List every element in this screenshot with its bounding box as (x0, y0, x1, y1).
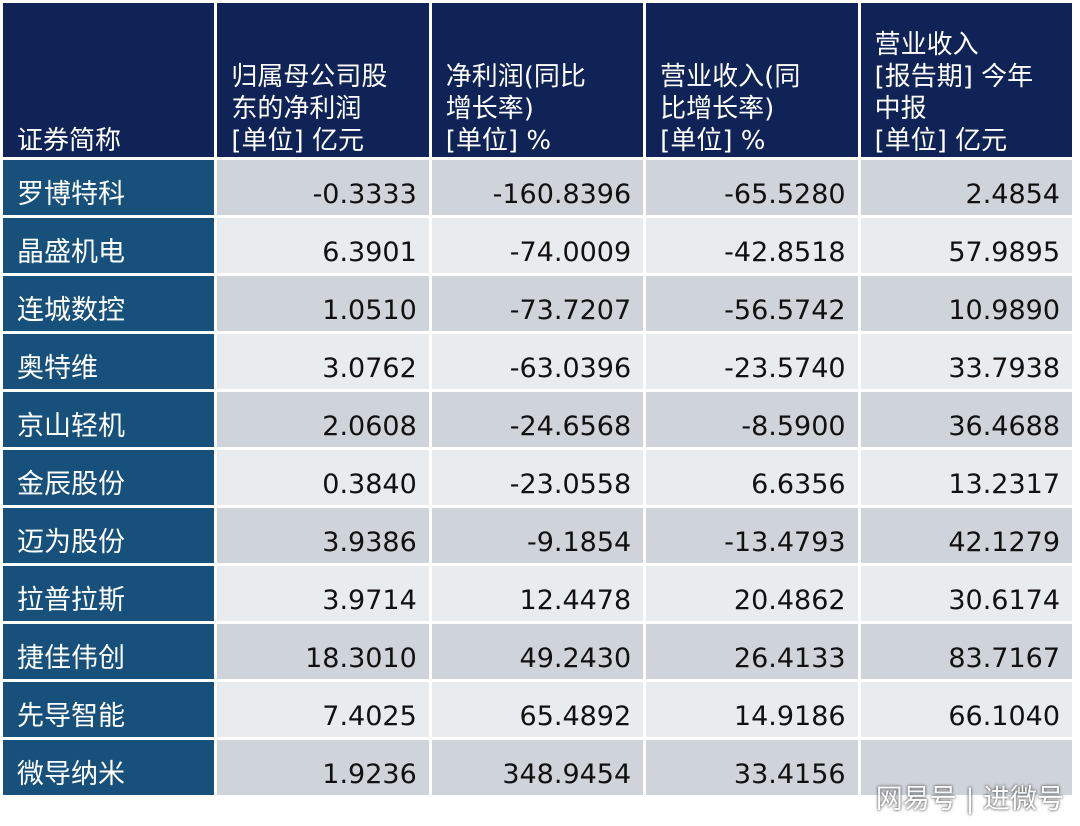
header-revenue: 营业收入 [报告期] 今年 中报 [单位] 亿元 (860, 3, 1072, 157)
value-cell: -0.3333 (217, 160, 429, 215)
value-cell: 83.7167 (860, 624, 1072, 679)
value-cell: -74.0009 (431, 218, 644, 273)
table-row: 京山轻机 2.0608 -24.6568 -8.5900 36.4688 (3, 392, 1072, 447)
value-cell: 6.6356 (646, 450, 858, 505)
value-cell: -24.6568 (431, 392, 644, 447)
value-cell: 3.0762 (217, 334, 429, 389)
value-cell: 10.9890 (860, 276, 1072, 331)
value-cell (860, 740, 1072, 795)
value-cell: 1.9236 (217, 740, 429, 795)
header-unit: [单位] 亿元 (231, 126, 364, 156)
header-security-name: 证券简称 (3, 3, 215, 157)
security-name-cell: 晶盛机电 (3, 218, 215, 273)
value-cell: -42.8518 (646, 218, 858, 273)
value-cell: 20.4862 (646, 566, 858, 621)
value-cell: -8.5900 (646, 392, 858, 447)
value-cell: 49.2430 (431, 624, 644, 679)
security-name-cell: 金辰股份 (3, 450, 215, 505)
security-name-cell: 迈为股份 (3, 508, 215, 563)
value-cell: -13.4793 (646, 508, 858, 563)
value-cell: 26.4133 (646, 624, 858, 679)
value-cell: -23.5740 (646, 334, 858, 389)
value-cell: 42.1279 (860, 508, 1072, 563)
value-cell: -9.1854 (431, 508, 644, 563)
value-cell: -160.8396 (431, 160, 644, 215)
value-cell: 14.9186 (646, 682, 858, 737)
security-name-cell: 捷佳伟创 (3, 624, 215, 679)
security-name-cell: 连城数控 (3, 276, 215, 331)
stock-data-table: 证券简称 归属母公司股 东的净利润 [单位] 亿元 净利润(同比 增长率) [单… (3, 3, 1072, 795)
header-title: 证券简称 (17, 126, 122, 156)
header-title: 营业收入(同 比增长率) (660, 62, 801, 124)
table-header-row: 证券简称 归属母公司股 东的净利润 [单位] 亿元 净利润(同比 增长率) [单… (3, 3, 1072, 157)
header-title: 归属母公司股 东的净利润 (231, 62, 388, 124)
value-cell: -23.0558 (431, 450, 644, 505)
value-cell: 33.7938 (860, 334, 1072, 389)
table-row: 晶盛机电 6.3901 -74.0009 -42.8518 57.9895 (3, 218, 1072, 273)
value-cell: 2.4854 (860, 160, 1072, 215)
value-cell: 7.4025 (217, 682, 429, 737)
table-row: 迈为股份 3.9386 -9.1854 -13.4793 42.1279 (3, 508, 1072, 563)
table-row: 奥特维 3.0762 -63.0396 -23.5740 33.7938 (3, 334, 1072, 389)
value-cell: 12.4478 (431, 566, 644, 621)
value-cell: -73.7207 (431, 276, 644, 331)
header-unit: [单位] % (660, 126, 766, 156)
table-row: 罗博特科 -0.3333 -160.8396 -65.5280 2.4854 (3, 160, 1072, 215)
watermark: 网易号 | 进微号 (875, 784, 1064, 815)
value-cell: 30.6174 (860, 566, 1072, 621)
value-cell: -65.5280 (646, 160, 858, 215)
table-row: 拉普拉斯 3.9714 12.4478 20.4862 30.6174 (3, 566, 1072, 621)
value-cell: 6.3901 (217, 218, 429, 273)
header-net-profit-growth: 净利润(同比 增长率) [单位] % (431, 3, 644, 157)
header-title: 净利润(同比 增长率) (445, 62, 586, 124)
value-cell: 3.9714 (217, 566, 429, 621)
header-revenue-growth: 营业收入(同 比增长率) [单位] % (646, 3, 858, 157)
value-cell: 18.3010 (217, 624, 429, 679)
table-row: 金辰股份 0.3840 -23.0558 6.6356 13.2317 (3, 450, 1072, 505)
value-cell: 0.3840 (217, 450, 429, 505)
security-name-cell: 罗博特科 (3, 160, 215, 215)
value-cell: 65.4892 (431, 682, 644, 737)
value-cell: 13.2317 (860, 450, 1072, 505)
value-cell: -63.0396 (431, 334, 644, 389)
header-unit: [单位] 亿元 (874, 126, 1008, 156)
header-unit: [单位] % (445, 126, 552, 156)
value-cell: 57.9895 (860, 218, 1072, 273)
table-row: 先导智能 7.4025 65.4892 14.9186 66.1040 (3, 682, 1072, 737)
header-net-profit-parent: 归属母公司股 东的净利润 [单位] 亿元 (217, 3, 429, 157)
security-name-cell: 奥特维 (3, 334, 215, 389)
header-title: 营业收入 [报告期] 今年 中报 (874, 30, 1034, 124)
value-cell: 2.0608 (217, 392, 429, 447)
value-cell: 33.4156 (646, 740, 858, 795)
security-name-cell: 拉普拉斯 (3, 566, 215, 621)
value-cell: 36.4688 (860, 392, 1072, 447)
table-row: 连城数控 1.0510 -73.7207 -56.5742 10.9890 (3, 276, 1072, 331)
table-row: 微导纳米 1.9236 348.9454 33.4156 (3, 740, 1072, 795)
value-cell: 348.9454 (431, 740, 644, 795)
table-row: 捷佳伟创 18.3010 49.2430 26.4133 83.7167 (3, 624, 1072, 679)
table-body: 罗博特科 -0.3333 -160.8396 -65.5280 2.4854 晶盛机电 6.… (3, 160, 1072, 795)
security-name-cell: 先导智能 (3, 682, 215, 737)
security-name-cell: 京山轻机 (3, 392, 215, 447)
value-cell: 66.1040 (860, 682, 1072, 737)
security-name-cell: 微导纳米 (3, 740, 215, 795)
value-cell: -56.5742 (646, 276, 858, 331)
value-cell: 3.9386 (217, 508, 429, 563)
value-cell: 1.0510 (217, 276, 429, 331)
